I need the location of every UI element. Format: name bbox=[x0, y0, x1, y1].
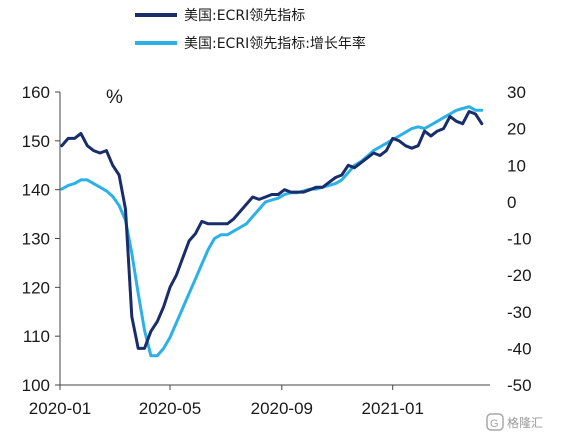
series-line-ecri-growth bbox=[60, 105, 484, 358]
left-tick-label: 130 bbox=[22, 230, 50, 249]
x-tick-label: 2020-01 bbox=[29, 399, 91, 418]
left-tick-label: 140 bbox=[22, 181, 50, 200]
right-tick-label: -50 bbox=[507, 376, 532, 395]
left-tick-label: 150 bbox=[22, 132, 50, 151]
legend-label-ecri: 美国:ECRI领先指标 bbox=[184, 8, 305, 24]
x-tick-label: 2020-09 bbox=[251, 399, 313, 418]
watermark: G 格隆汇 bbox=[486, 413, 543, 431]
left-tick-label: 100 bbox=[22, 376, 50, 395]
watermark-logo-icon bbox=[486, 413, 504, 431]
left-tick-label: 120 bbox=[22, 278, 50, 297]
legend: 美国:ECRI领先指标 美国:ECRI领先指标:增长年率 bbox=[135, 8, 366, 52]
right-tick-label: -20 bbox=[507, 266, 532, 285]
left-axis-ticks: 160 150 140 130 120 110 100 bbox=[22, 83, 60, 395]
series-line-ecri bbox=[60, 110, 484, 350]
right-tick-label: 0 bbox=[507, 193, 516, 212]
right-tick-label: -30 bbox=[507, 303, 532, 322]
right-axis-ticks: 30 20 10 0 -10 -20 -30 -40 -50 bbox=[507, 83, 532, 395]
x-tick-label: 2020-05 bbox=[139, 399, 201, 418]
x-axis-ticks: 2020-01 2020-05 2020-09 2021-01 bbox=[29, 385, 424, 418]
watermark-logo-glyph: G bbox=[490, 418, 499, 430]
x-tick-label: 2021-01 bbox=[362, 399, 424, 418]
right-tick-label: -10 bbox=[507, 230, 532, 249]
right-tick-label: 20 bbox=[507, 120, 526, 139]
right-tick-label: 30 bbox=[507, 83, 526, 102]
legend-label-ecri-growth: 美国:ECRI领先指标:增长年率 bbox=[184, 35, 366, 52]
unit-label: % bbox=[106, 87, 123, 108]
right-tick-label: 10 bbox=[507, 156, 526, 175]
left-tick-label: 110 bbox=[23, 327, 50, 346]
left-tick-label: 160 bbox=[22, 83, 50, 102]
right-tick-label: -40 bbox=[507, 339, 532, 358]
watermark-text: 格隆汇 bbox=[507, 415, 543, 430]
